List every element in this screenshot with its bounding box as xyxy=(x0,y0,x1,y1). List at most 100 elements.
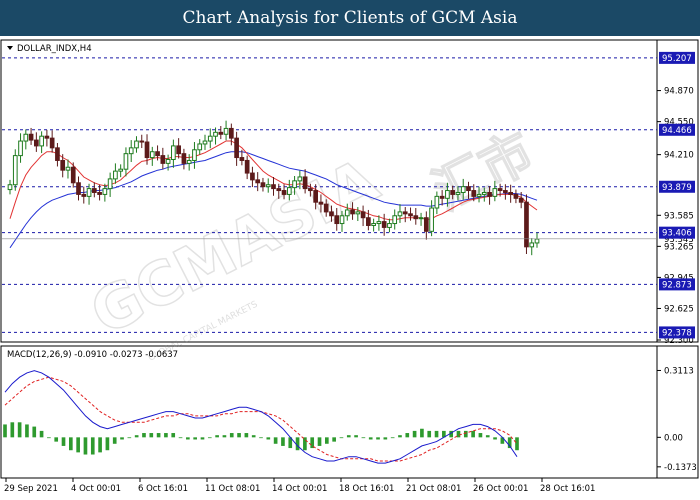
level-tag xyxy=(659,326,695,339)
macd-histogram-bar xyxy=(354,435,358,438)
x-tick-label: 28 Oct 16:01 xyxy=(540,484,595,494)
macd-main-line xyxy=(4,370,518,464)
candle-body xyxy=(297,176,303,182)
candle-body xyxy=(429,207,434,232)
macd-histogram-bar xyxy=(251,435,256,438)
candle-body xyxy=(466,186,471,192)
candle-body xyxy=(12,155,18,186)
macd-histogram-bar xyxy=(449,430,453,438)
level-tag-label: 93.879 xyxy=(662,183,692,193)
macd-histogram-bar xyxy=(383,437,388,440)
candle-body xyxy=(155,151,160,157)
candle-body xyxy=(355,211,361,215)
level-tag xyxy=(659,180,695,193)
candle-body xyxy=(44,135,50,139)
candle-body xyxy=(260,182,266,188)
header-banner: Chart Analysis for Clients of GCM Asia xyxy=(0,0,700,36)
macd-histogram-bar xyxy=(164,433,168,438)
macd-histogram-bar xyxy=(90,437,95,455)
candle-body xyxy=(144,141,150,159)
price-tick-label: 94.550 xyxy=(664,118,694,128)
candle-body xyxy=(171,145,176,160)
candle-body xyxy=(49,137,55,149)
candle-body xyxy=(265,184,271,188)
macd-histogram-bar xyxy=(507,437,512,449)
candle-body xyxy=(28,133,34,141)
macd-histogram-bar xyxy=(398,435,402,438)
candle-body xyxy=(123,153,129,170)
x-tick-label: 11 Oct 08:01 xyxy=(205,484,260,494)
macd-histogram-bar xyxy=(193,437,197,440)
macd-histogram-bar xyxy=(76,437,80,453)
candle-body xyxy=(376,221,382,225)
candle-body xyxy=(381,221,387,228)
candle-body xyxy=(487,191,492,197)
x-tick-label: 21 Oct 08:01 xyxy=(406,484,461,494)
candle-body xyxy=(76,182,81,195)
macd-histogram-bar xyxy=(485,435,490,438)
price-tick-label: 94.210 xyxy=(664,151,694,161)
candle-body xyxy=(408,213,413,217)
macd-histogram-bar xyxy=(69,437,73,451)
macd-histogram-bar xyxy=(310,437,315,449)
macd-histogram-bar xyxy=(434,430,439,438)
candle-body xyxy=(207,135,213,142)
candle-body xyxy=(134,140,139,149)
price-tick-label: 93.265 xyxy=(664,242,694,252)
candle-body xyxy=(107,178,113,190)
macd-histogram-bar xyxy=(25,424,29,438)
candle-body xyxy=(276,188,282,192)
candle-body xyxy=(492,188,498,197)
macd-histogram-bar xyxy=(149,433,154,438)
candle-body xyxy=(192,149,197,161)
candle-body xyxy=(7,184,13,191)
candle-body xyxy=(350,209,355,215)
candle-body xyxy=(271,184,276,190)
x-tick-label: 26 Oct 00:01 xyxy=(473,484,528,494)
candle-body xyxy=(450,190,456,195)
macd-histogram-bar xyxy=(156,433,161,438)
candle-body xyxy=(524,201,529,248)
macd-histogram-bar xyxy=(200,437,205,440)
macd-histogram-bar xyxy=(478,433,483,438)
candle-body xyxy=(60,159,66,171)
candle-body xyxy=(476,193,482,197)
candle-body xyxy=(334,215,340,225)
macd-histogram-bar xyxy=(112,437,117,444)
macd-histogram-bar xyxy=(420,428,424,438)
candle-body xyxy=(397,211,403,217)
macd-histogram-bar xyxy=(266,437,271,440)
macd-histogram-bar xyxy=(237,433,241,438)
macd-histogram-bar xyxy=(405,433,410,438)
candle-body xyxy=(481,191,487,195)
candle-body xyxy=(434,195,440,209)
candle-body xyxy=(286,187,292,195)
macd-panel xyxy=(0,345,699,479)
candle-body xyxy=(360,211,366,219)
triangle-down-icon[interactable] xyxy=(7,46,13,50)
candle-body xyxy=(176,145,181,155)
candle-body xyxy=(244,159,250,174)
macd-tick-label: -0.1373 xyxy=(664,463,697,473)
macd-histogram-bar xyxy=(54,437,59,442)
candle-body xyxy=(344,209,350,217)
macd-histogram-bar xyxy=(325,437,329,444)
macd-histogram-bar xyxy=(471,430,475,438)
candle-body xyxy=(86,188,92,197)
macd-histogram-bar xyxy=(134,435,139,438)
macd-histogram-bar xyxy=(500,437,505,444)
macd-histogram-bar xyxy=(281,437,285,446)
macd-histogram-bar xyxy=(171,433,176,438)
candle-body xyxy=(218,131,224,135)
candle-body xyxy=(323,203,329,213)
macd-histogram-bar xyxy=(10,422,15,438)
candle-body xyxy=(65,166,71,171)
candle-body xyxy=(149,151,155,159)
candle-body xyxy=(250,172,255,181)
candle-body xyxy=(160,155,166,164)
candle-body xyxy=(186,159,192,164)
candle-body xyxy=(292,180,297,189)
candle-body xyxy=(402,211,408,215)
candle-body xyxy=(91,188,97,193)
candle-body xyxy=(529,242,535,248)
